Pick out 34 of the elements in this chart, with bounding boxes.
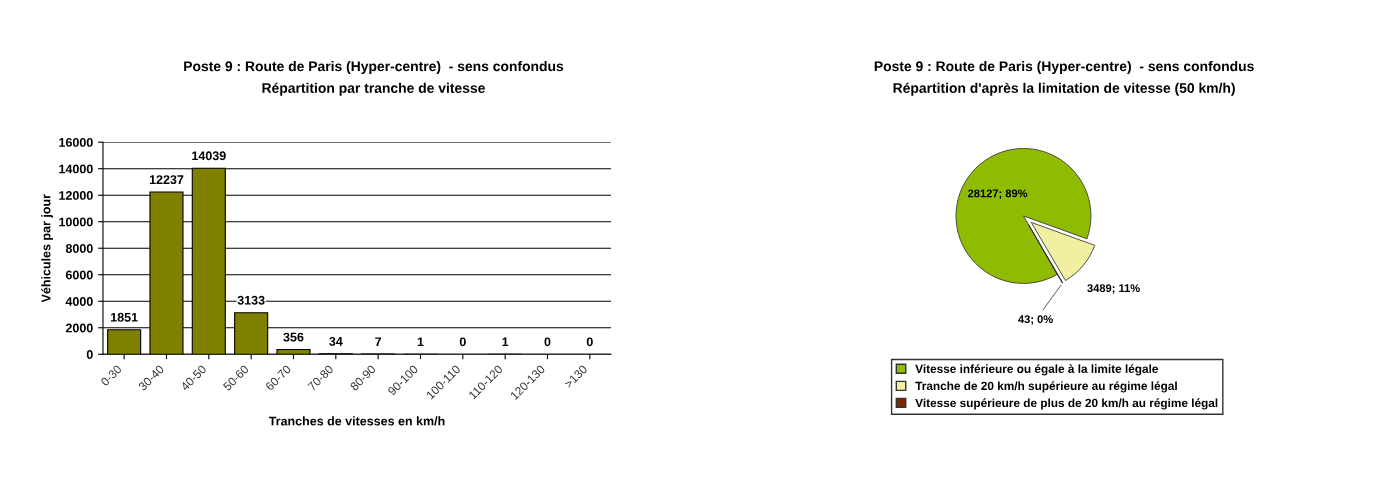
data-label: 0 [459,337,466,347]
data-label: 0 [544,337,551,347]
legend-label: Tranche de 20 km/h supérieure au régime légal [915,381,1177,393]
y-tick-label: 4000 [65,297,93,306]
data-label: 1 [417,337,424,347]
data-label: 0 [586,337,593,347]
y-tick-label: 12000 [59,191,93,200]
chart-subtitle: Répartition d'après la limitation de vitesse (50 km/h) [893,82,1235,96]
y-tick-label: 0 [86,350,93,359]
data-label: 43; 0% [1018,315,1053,325]
data-label: 1 [502,337,509,347]
data-label: 3133 [237,295,265,305]
chart-title: Poste 9 : Route de Paris (Hyper-centre) - sens confondus [874,61,1254,74]
y-tick-label: 6000 [65,270,93,280]
bar [276,348,311,355]
data-label: 34 [329,336,343,346]
y-tick-label: 2000 [65,323,93,333]
chart-subtitle: Répartition par tranche de vitesse [262,82,485,96]
legend-label: Vitesse supérieure de plus de 20 km/h au régime légal [915,398,1218,410]
chart-title: Poste 9 : Route de Paris (Hyper-centre) - sens confondus [184,61,564,74]
data-label: 12237 [149,175,184,185]
legend-label: Vitesse inférieure ou égale à la limite légale [915,364,1159,376]
data-label: 356 [283,332,304,342]
y-tick-label: 14000 [59,164,93,174]
y-tick-label: 10000 [59,217,93,227]
y-tick-label: 8000 [65,244,93,253]
y-tick-label: 16000 [59,137,93,147]
data-label: 1851 [111,312,138,322]
data-label: 14039 [192,151,226,161]
data-label: 3489; 11% [1087,284,1140,294]
y-axis-title: Véhicules par jour [41,194,53,303]
data-label: 28127; 89% [968,189,1028,199]
data-label: 7 [375,337,382,347]
x-axis-title: Tranches de vitesses en km/h [268,416,445,426]
